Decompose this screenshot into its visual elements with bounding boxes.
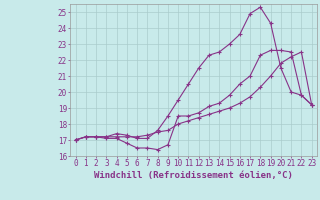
X-axis label: Windchill (Refroidissement éolien,°C): Windchill (Refroidissement éolien,°C) xyxy=(94,171,293,180)
